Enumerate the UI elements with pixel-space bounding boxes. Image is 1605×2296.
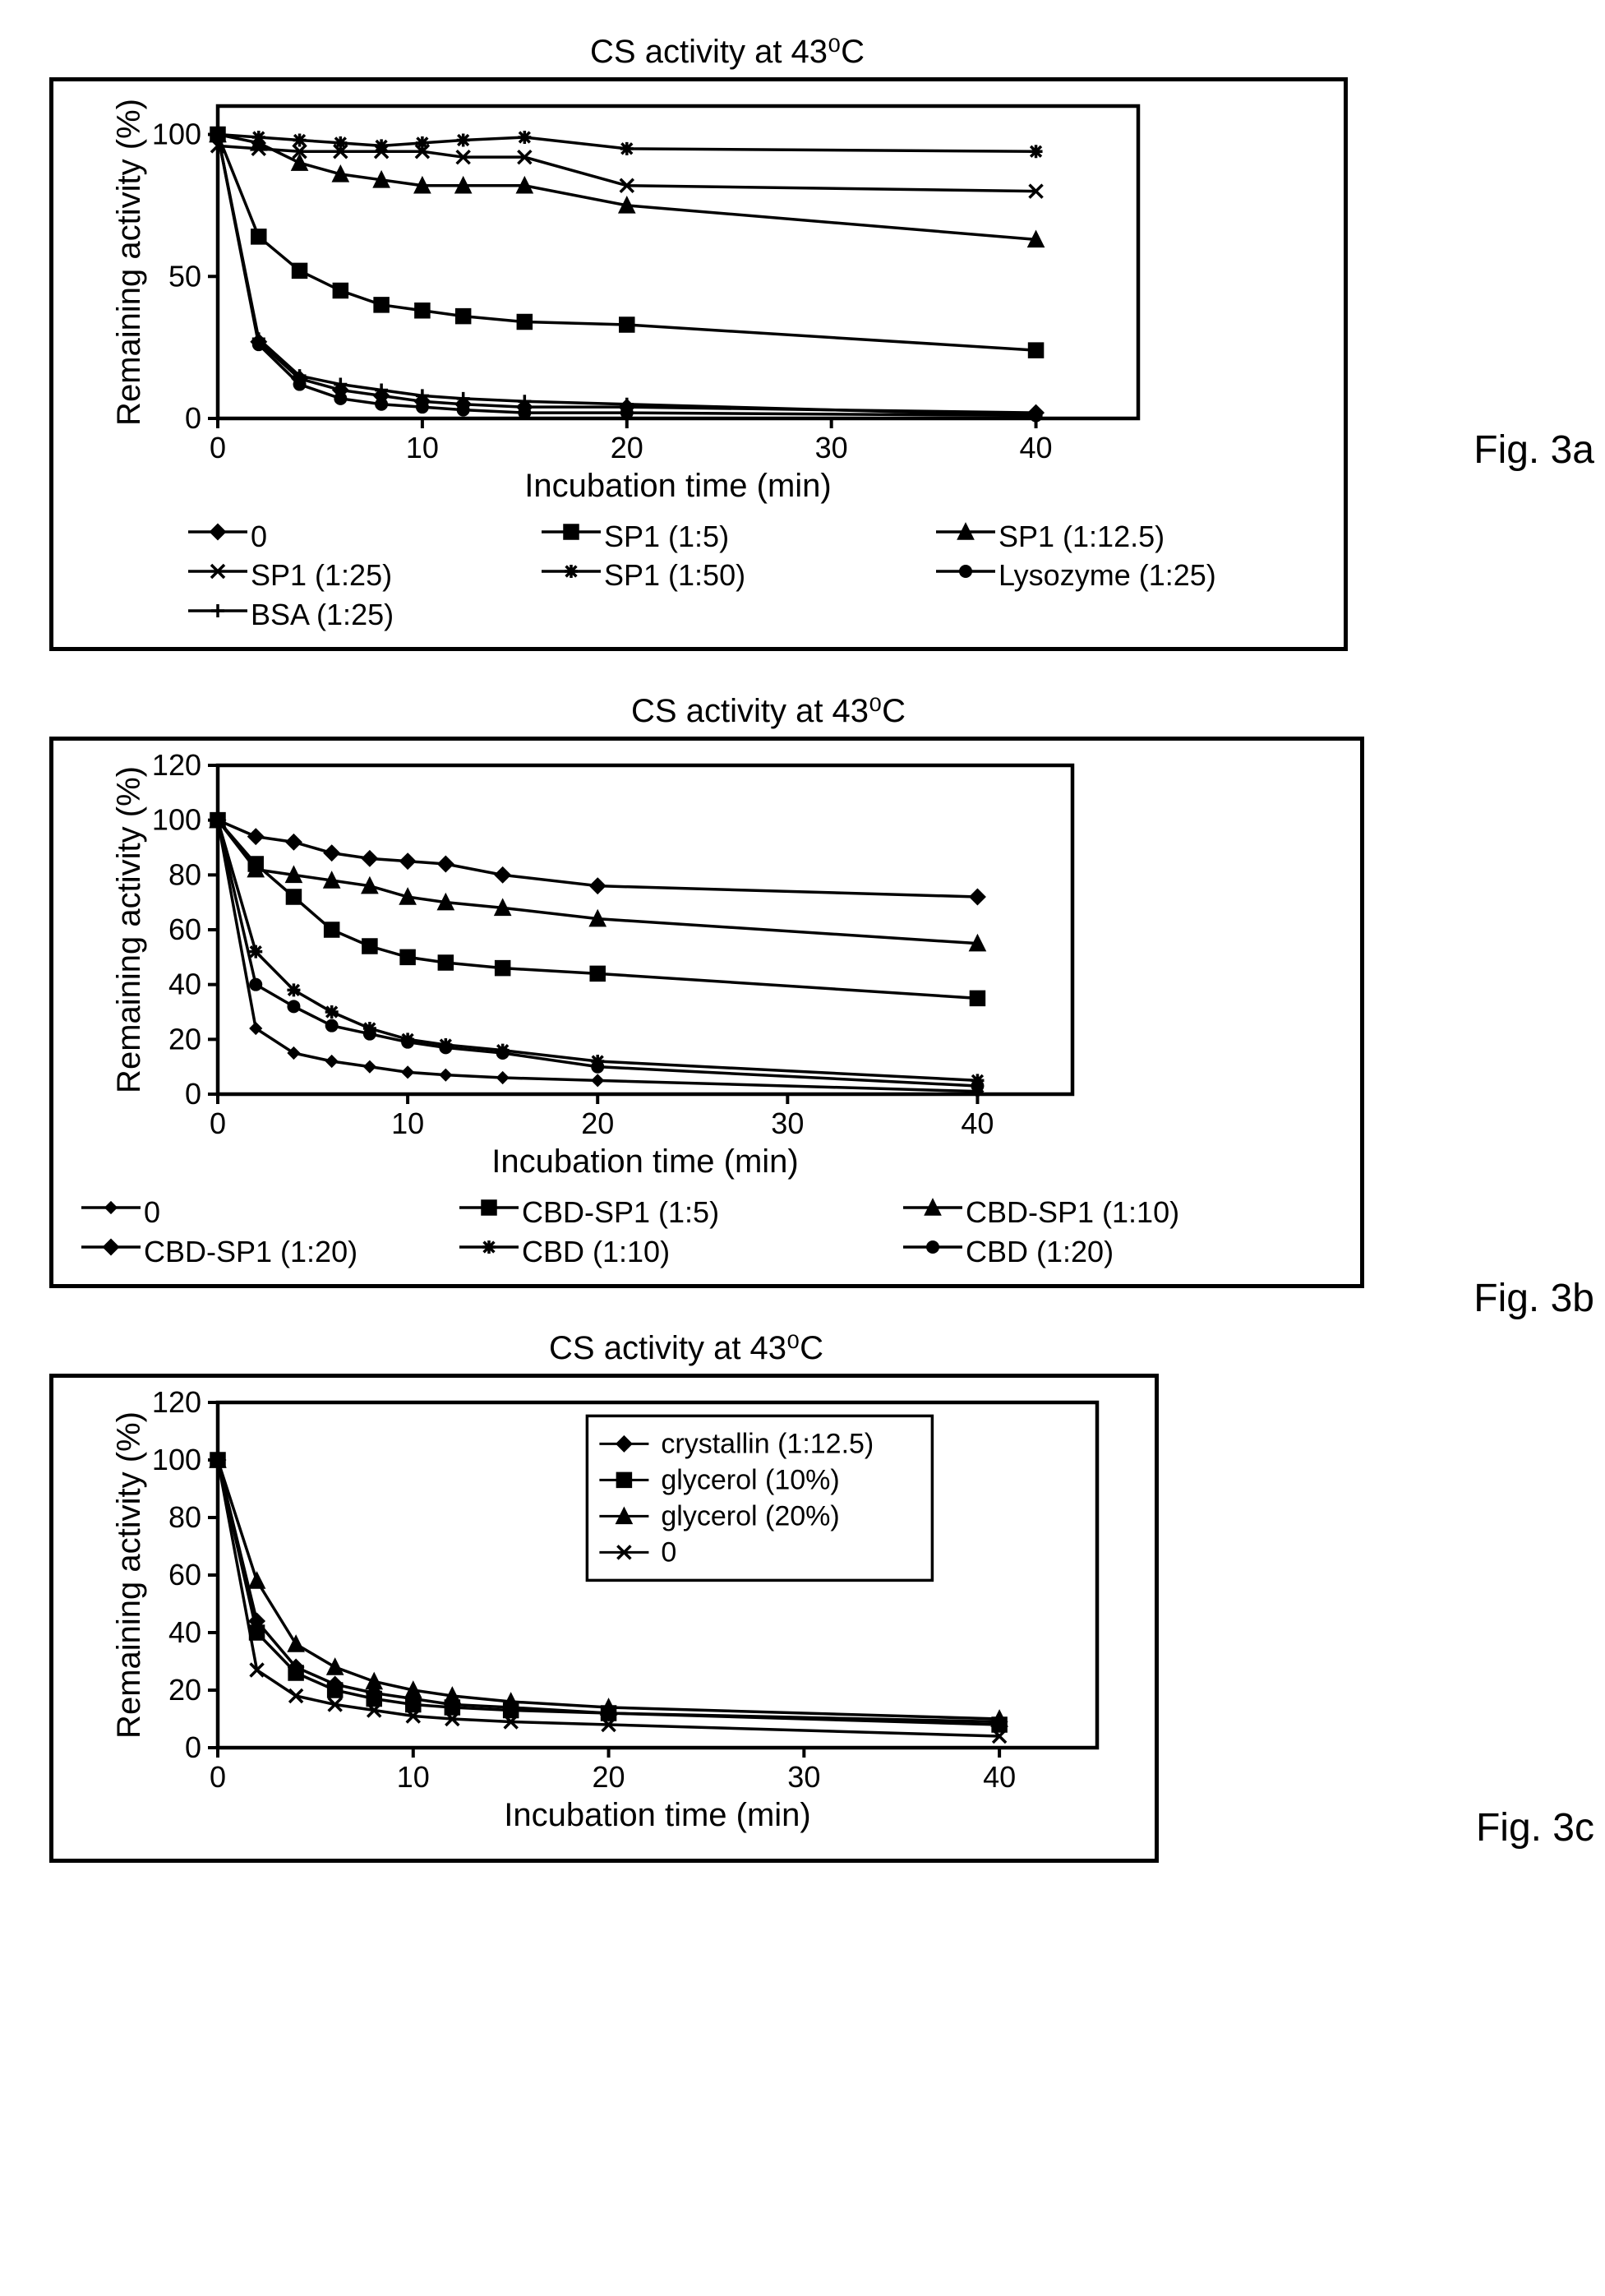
- svg-text:Remaining activity (%): Remaining activity (%): [111, 766, 147, 1093]
- svg-text:120: 120: [152, 749, 201, 782]
- legend-item: 0: [78, 1193, 456, 1232]
- svg-text:40: 40: [168, 968, 201, 1001]
- chart-svg-3a: 0 10 20 30 40 0 50 100 Incubation time (min) Rema…: [70, 90, 1179, 517]
- svg-text:100: 100: [152, 803, 201, 837]
- legend-3a: 0SP1 (1:5)SP1 (1:12.5) SP1 (1:25)SP1 (1:5…: [185, 517, 1327, 635]
- svg-text:30: 30: [771, 1106, 804, 1140]
- svg-text:10: 10: [391, 1106, 424, 1140]
- legend-item: CBD (1:20): [900, 1232, 1344, 1272]
- svg-text:glycerol (10%): glycerol (10%): [661, 1464, 839, 1495]
- figure-label-3b: Fig. 3b: [1474, 1276, 1594, 1321]
- svg-text:40: 40: [168, 1615, 201, 1649]
- svg-text:0: 0: [210, 1760, 226, 1794]
- svg-text:Remaining activity (%): Remaining activity (%): [111, 99, 147, 426]
- legend-item: SP1 (1:50): [538, 557, 933, 596]
- chart-title-3a: CS activity at 43⁰C: [49, 33, 1405, 71]
- legend-item: BSA (1:25): [185, 596, 538, 635]
- legend-item: SP1 (1:5): [538, 517, 933, 557]
- svg-text:30: 30: [787, 1760, 820, 1794]
- svg-text:60: 60: [168, 912, 201, 946]
- svg-text:0: 0: [185, 401, 201, 435]
- legend-item: SP1 (1:12.5): [933, 517, 1327, 557]
- svg-text:Remaining activity (%): Remaining activity (%): [111, 1411, 147, 1739]
- svg-text:0: 0: [185, 1730, 201, 1764]
- svg-text:60: 60: [168, 1558, 201, 1591]
- svg-text:0: 0: [661, 1536, 676, 1568]
- legend-item: Lysozyme (1:25): [933, 557, 1327, 596]
- legend-item: CBD-SP1 (1:20): [78, 1232, 456, 1272]
- figure-label-3a: Fig. 3a: [1474, 427, 1594, 473]
- chart-svg-3c: 0 10 20 30 40 0 20 40 60 80 100 120 Incubation time …: [70, 1386, 1138, 1846]
- svg-text:20: 20: [611, 431, 643, 464]
- legend-3b: 0CBD-SP1 (1:5)CBD-SP1 (1:10) CBD-SP1 (1:2…: [78, 1193, 1344, 1272]
- figure-box-3b: 0 10 20 30 40 0 20 40 60 80 100 120 Incubation time …: [49, 737, 1364, 1288]
- figure-3a: CS activity at 43⁰C 0 10 20 30 40 0 50 100 Incub…: [49, 33, 1405, 651]
- svg-text:40: 40: [1020, 431, 1053, 464]
- svg-text:0: 0: [210, 1106, 226, 1140]
- svg-text:crystallin (1:12.5): crystallin (1:12.5): [661, 1428, 874, 1459]
- legend-item: SP1 (1:25): [185, 557, 538, 596]
- svg-text:20: 20: [593, 1760, 625, 1794]
- figure-box-3c: 0 10 20 30 40 0 20 40 60 80 100 120 Incubation time …: [49, 1374, 1159, 1863]
- svg-text:0: 0: [210, 431, 226, 464]
- svg-text:80: 80: [168, 1500, 201, 1534]
- figure-label-3c: Fig. 3c: [1476, 1805, 1594, 1850]
- chart-title-3c: CS activity at 43⁰C: [0, 1329, 1405, 1367]
- chart-svg-3b: 0 10 20 30 40 0 20 40 60 80 100 120 Incubation time …: [70, 749, 1179, 1193]
- svg-text:80: 80: [168, 858, 201, 892]
- svg-text:Incubation time (min): Incubation time (min): [524, 468, 831, 504]
- svg-text:10: 10: [397, 1760, 430, 1794]
- svg-text:50: 50: [168, 259, 201, 293]
- svg-text:glycerol (20%): glycerol (20%): [661, 1500, 839, 1531]
- figure-box-3a: 0 10 20 30 40 0 50 100 Incubation time (min) Rema…: [49, 77, 1348, 651]
- svg-text:0: 0: [185, 1077, 201, 1111]
- svg-text:120: 120: [152, 1386, 201, 1419]
- svg-text:100: 100: [152, 1443, 201, 1476]
- svg-text:Incubation time (min): Incubation time (min): [504, 1797, 810, 1833]
- svg-text:20: 20: [168, 1673, 201, 1707]
- svg-text:100: 100: [152, 118, 201, 151]
- svg-text:40: 40: [983, 1760, 1016, 1794]
- figure-3c: CS activity at 43⁰C 01020304002040608010…: [49, 1329, 1405, 1867]
- chart-title-3b: CS activity at 43⁰C: [131, 692, 1405, 730]
- svg-text:10: 10: [406, 431, 439, 464]
- svg-text:Incubation time (min): Incubation time (min): [491, 1143, 798, 1180]
- legend-item: CBD (1:10): [456, 1232, 900, 1272]
- svg-text:20: 20: [168, 1023, 201, 1056]
- svg-text:20: 20: [581, 1106, 614, 1140]
- figure-3b: CS activity at 43⁰C 0 10 20 30 40 0 20 40 60 80 10…: [49, 692, 1405, 1288]
- legend-item: 0: [185, 517, 538, 557]
- svg-text:40: 40: [961, 1106, 994, 1140]
- legend-item: CBD-SP1 (1:10): [900, 1193, 1344, 1232]
- svg-text:30: 30: [815, 431, 848, 464]
- legend-item: CBD-SP1 (1:5): [456, 1193, 900, 1232]
